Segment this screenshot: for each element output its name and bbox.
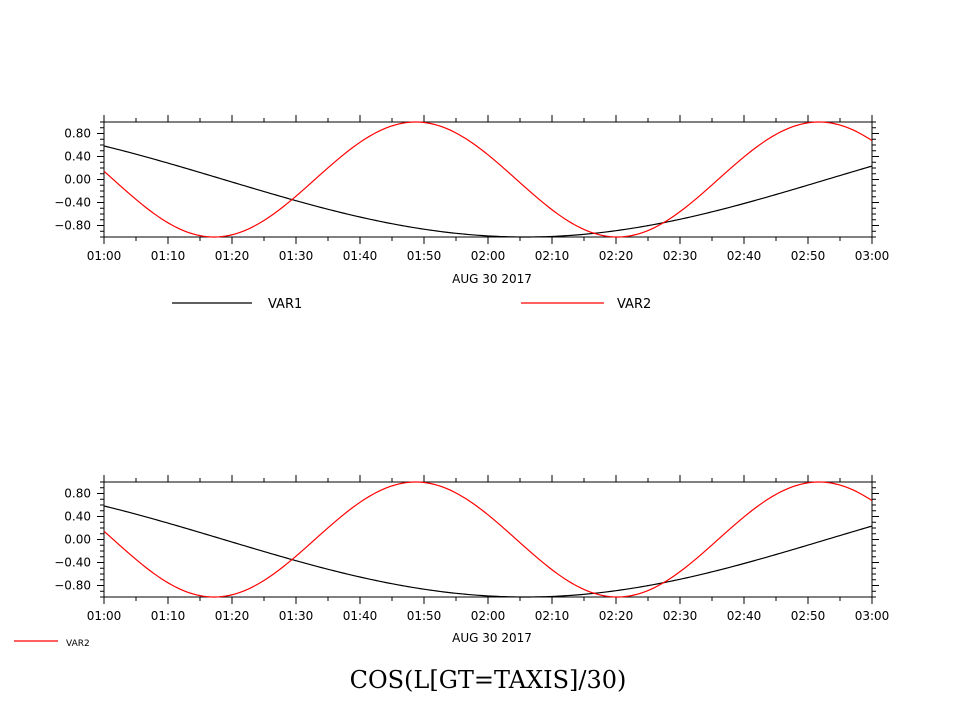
x-tick-label: 02:40 bbox=[727, 609, 762, 623]
y-tick-label: −0.40 bbox=[54, 556, 91, 570]
y-tick-label: −0.80 bbox=[54, 579, 91, 593]
y-tick-label: 0.00 bbox=[64, 533, 91, 547]
plot-frame bbox=[103, 121, 873, 238]
x-tick-label: 01:10 bbox=[151, 609, 186, 623]
y-tick-label: −0.80 bbox=[54, 219, 91, 233]
legend-entry-var2: VAR2 bbox=[521, 297, 651, 312]
chart-panel-2: 01:00 01:10 01:20 01:30 01:40 01:50 02:00 02:10… bbox=[14, 475, 889, 649]
x-tick-label: 01:20 bbox=[215, 249, 250, 263]
x-tick-label: 01:40 bbox=[343, 609, 378, 623]
y-tick-label: 0.80 bbox=[64, 127, 91, 141]
x-tick-label: 02:30 bbox=[663, 609, 698, 623]
footer-title: COS(L[GT=TAXIS]/30) bbox=[350, 666, 627, 694]
x-tick-label: 02:50 bbox=[791, 609, 826, 623]
series-line-var1 bbox=[103, 145, 873, 238]
x-tick-label: 01:50 bbox=[407, 609, 442, 623]
y-tick-label: 0.40 bbox=[64, 510, 91, 524]
y-tick-label: −0.40 bbox=[54, 196, 91, 210]
x-tick-label: 03:00 bbox=[855, 609, 890, 623]
x-tick-label: 02:10 bbox=[535, 609, 570, 623]
x-tick-label: 01:40 bbox=[343, 249, 378, 263]
legend-label: VAR2 bbox=[617, 297, 651, 312]
x-tick-label: 02:00 bbox=[471, 249, 506, 263]
x-tick-label: 02:30 bbox=[663, 249, 698, 263]
x-tick-label: 01:20 bbox=[215, 609, 250, 623]
legend-entry-var2: VAR2 bbox=[14, 639, 90, 649]
series-line-var2 bbox=[103, 121, 873, 238]
chart-panel-1: 01:00 01:10 01:20 01:30 01:40 01:50 02:00 02:10… bbox=[54, 115, 889, 312]
x-tick-label: 01:10 bbox=[151, 249, 186, 263]
legend-entry-var1: VAR1 bbox=[172, 297, 302, 312]
x-tick-label: 02:20 bbox=[599, 249, 634, 263]
legend-label: VAR1 bbox=[268, 297, 302, 312]
x-tick-label: 02:40 bbox=[727, 249, 762, 263]
x-axis-label: AUG 30 2017 bbox=[452, 272, 532, 286]
x-tick-label: 01:30 bbox=[279, 249, 314, 263]
x-tick-label: 01:00 bbox=[87, 609, 122, 623]
y-tick-label: 0.80 bbox=[64, 487, 91, 501]
x-tick-label: 02:10 bbox=[535, 249, 570, 263]
x-tick-label: 01:50 bbox=[407, 249, 442, 263]
series-line-var1 bbox=[103, 505, 873, 598]
x-tick-label: 01:00 bbox=[87, 249, 122, 263]
x-tick-label: 03:00 bbox=[855, 249, 890, 263]
x-tick-label: 02:50 bbox=[791, 249, 826, 263]
legend-label: VAR2 bbox=[66, 639, 90, 649]
x-tick-label: 02:00 bbox=[471, 609, 506, 623]
x-axis-label: AUG 30 2017 bbox=[452, 631, 532, 645]
x-tick-label: 02:20 bbox=[599, 609, 634, 623]
y-tick-label: 0.00 bbox=[64, 173, 91, 187]
series-line-var2 bbox=[103, 481, 873, 598]
y-tick-label: 0.40 bbox=[64, 150, 91, 164]
plot-frame bbox=[103, 481, 873, 598]
x-tick-label: 01:30 bbox=[279, 609, 314, 623]
